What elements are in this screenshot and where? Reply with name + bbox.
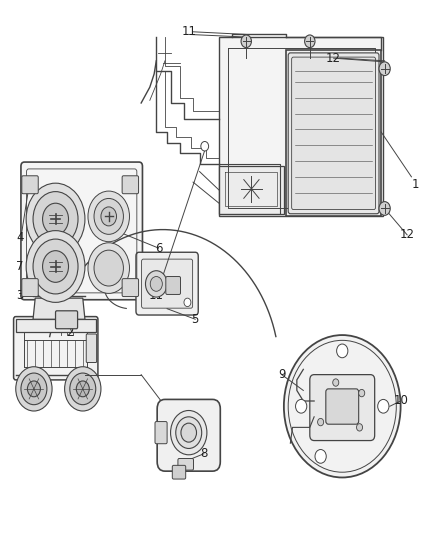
Text: 12: 12 bbox=[399, 228, 415, 241]
Circle shape bbox=[318, 418, 324, 426]
Circle shape bbox=[357, 424, 363, 431]
Circle shape bbox=[70, 373, 96, 405]
Text: 7: 7 bbox=[16, 260, 24, 273]
Circle shape bbox=[304, 35, 315, 47]
FancyBboxPatch shape bbox=[22, 279, 38, 296]
Circle shape bbox=[88, 191, 130, 241]
FancyBboxPatch shape bbox=[326, 389, 359, 424]
Text: 11: 11 bbox=[149, 289, 164, 302]
FancyBboxPatch shape bbox=[141, 259, 193, 308]
Circle shape bbox=[94, 250, 124, 286]
Circle shape bbox=[16, 367, 52, 411]
Circle shape bbox=[76, 381, 89, 397]
Circle shape bbox=[333, 379, 339, 386]
Text: 11: 11 bbox=[181, 25, 196, 38]
FancyBboxPatch shape bbox=[292, 57, 375, 209]
Text: 1: 1 bbox=[412, 178, 420, 191]
Polygon shape bbox=[219, 166, 284, 214]
Circle shape bbox=[42, 203, 68, 235]
Text: 12: 12 bbox=[326, 52, 341, 64]
FancyBboxPatch shape bbox=[178, 458, 194, 470]
Circle shape bbox=[170, 410, 207, 455]
Circle shape bbox=[379, 201, 390, 215]
Circle shape bbox=[315, 449, 326, 463]
Text: 5: 5 bbox=[191, 313, 199, 326]
FancyBboxPatch shape bbox=[14, 317, 98, 380]
Text: 3: 3 bbox=[16, 289, 24, 302]
Text: 9: 9 bbox=[278, 368, 286, 381]
FancyBboxPatch shape bbox=[166, 277, 180, 294]
Polygon shape bbox=[219, 37, 383, 216]
FancyBboxPatch shape bbox=[157, 399, 220, 471]
FancyBboxPatch shape bbox=[136, 252, 198, 315]
Text: 8: 8 bbox=[200, 447, 208, 460]
Text: 6: 6 bbox=[155, 241, 162, 255]
Circle shape bbox=[65, 367, 101, 411]
Circle shape bbox=[241, 35, 251, 47]
Polygon shape bbox=[286, 50, 381, 216]
FancyBboxPatch shape bbox=[288, 53, 379, 214]
Circle shape bbox=[94, 198, 124, 235]
Circle shape bbox=[296, 399, 307, 413]
FancyBboxPatch shape bbox=[22, 176, 38, 193]
FancyBboxPatch shape bbox=[122, 279, 138, 296]
Circle shape bbox=[26, 231, 85, 302]
Circle shape bbox=[201, 141, 208, 151]
Circle shape bbox=[42, 251, 68, 282]
FancyBboxPatch shape bbox=[21, 162, 142, 300]
Circle shape bbox=[145, 271, 167, 297]
FancyBboxPatch shape bbox=[122, 176, 138, 193]
Circle shape bbox=[33, 239, 78, 294]
Circle shape bbox=[284, 335, 401, 478]
Circle shape bbox=[181, 423, 197, 442]
Circle shape bbox=[378, 399, 389, 413]
FancyBboxPatch shape bbox=[86, 334, 97, 362]
FancyBboxPatch shape bbox=[155, 422, 167, 443]
Circle shape bbox=[337, 344, 348, 358]
FancyBboxPatch shape bbox=[310, 375, 374, 441]
FancyBboxPatch shape bbox=[172, 465, 186, 479]
Circle shape bbox=[379, 62, 390, 76]
Circle shape bbox=[88, 243, 130, 293]
Circle shape bbox=[176, 417, 202, 448]
Circle shape bbox=[21, 373, 47, 405]
Text: 10: 10 bbox=[393, 394, 408, 408]
Polygon shape bbox=[33, 298, 85, 319]
Polygon shape bbox=[16, 319, 96, 333]
Circle shape bbox=[33, 191, 78, 246]
Circle shape bbox=[359, 390, 365, 397]
Text: 2: 2 bbox=[66, 326, 74, 339]
Circle shape bbox=[101, 207, 117, 226]
Circle shape bbox=[28, 381, 40, 397]
FancyBboxPatch shape bbox=[56, 311, 78, 329]
Circle shape bbox=[184, 298, 191, 306]
Circle shape bbox=[150, 277, 162, 292]
Circle shape bbox=[26, 183, 85, 255]
Text: 4: 4 bbox=[16, 231, 24, 244]
